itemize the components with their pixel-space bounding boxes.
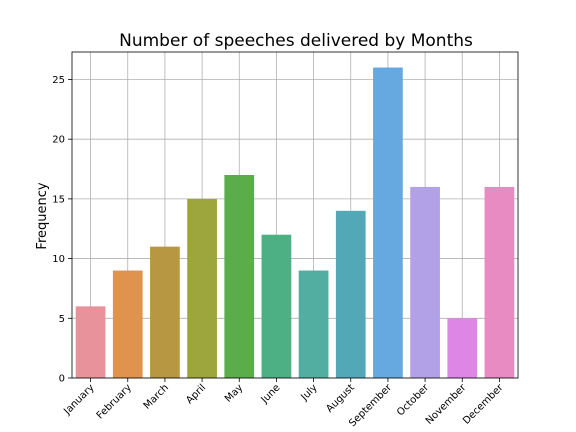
bars xyxy=(75,67,515,379)
x-tick-label: April xyxy=(184,382,208,406)
x-tick-label: February xyxy=(95,382,134,421)
x-tick-label: December xyxy=(461,382,506,427)
bar-september xyxy=(373,67,403,379)
x-tick-label: June xyxy=(259,382,283,406)
bar-november xyxy=(447,318,478,378)
y-axis-label: Frequency xyxy=(35,182,50,249)
bar-december xyxy=(484,186,515,378)
bar-october xyxy=(410,186,440,378)
bar-july xyxy=(298,270,329,378)
y-tick-label: 20 xyxy=(52,135,65,146)
bar-february xyxy=(112,270,143,378)
bar-august xyxy=(335,210,366,378)
x-tick-label: January xyxy=(61,382,96,417)
y-tick-label: 0 xyxy=(59,374,65,385)
x-tick-label: May xyxy=(223,382,245,404)
y-tick-label: 10 xyxy=(52,254,65,265)
y-tick-label: 5 xyxy=(59,314,65,325)
chart-title: Number of speeches delivered by Months xyxy=(119,31,473,51)
y-tick-label: 15 xyxy=(52,194,65,205)
bar-june xyxy=(261,234,292,378)
x-tick-label: August xyxy=(324,382,357,415)
y-tick-label: 25 xyxy=(52,75,65,86)
bar-january xyxy=(75,306,106,378)
x-tick-label: October xyxy=(395,382,432,419)
x-tick-label: March xyxy=(142,382,171,411)
x-tick-label: July xyxy=(299,382,320,403)
bar-may xyxy=(224,174,255,378)
plot-frame xyxy=(71,51,519,379)
bar-april xyxy=(187,198,217,378)
bar-march xyxy=(150,246,180,378)
